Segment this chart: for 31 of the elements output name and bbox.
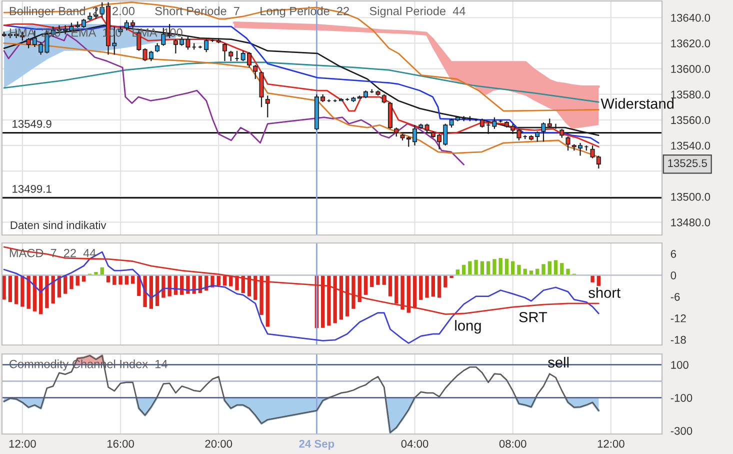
y-tick-label: -18	[670, 336, 686, 344]
y-tick-label: 13620.0	[671, 39, 710, 48]
y-tick-label: 6	[670, 250, 676, 258]
x-tick-label: 12:00	[598, 440, 624, 448]
y-tick-label: 13500.0	[671, 192, 710, 201]
y-tick-label: 13480.0	[671, 218, 710, 226]
y-tick-label: -100	[670, 394, 692, 402]
annotation: short	[588, 287, 620, 298]
annotation: SRT	[519, 312, 548, 322]
annotation: Widerstand	[600, 98, 674, 109]
x-tick-label: 16:00	[107, 440, 134, 448]
x-tick-label: 08:00	[499, 440, 526, 448]
annotation: Daten sind indikativ	[10, 220, 106, 230]
x-tick-label: 04:00	[401, 440, 428, 448]
y-tick-label: 100	[671, 360, 688, 369]
y-tick-label: 13580.0	[671, 90, 710, 98]
x-tick-label: 24 Sep	[299, 440, 334, 450]
y-tick-label: -6	[670, 292, 680, 301]
annotation: long	[455, 320, 481, 334]
y-tick-label: 13540.0	[671, 142, 710, 150]
y-tick-label: 13640.0	[671, 14, 710, 22]
x-tick-label: 20:00	[205, 440, 232, 448]
text: 13525.5	[668, 159, 707, 168]
y-tick-label: -300	[670, 426, 692, 435]
y-tick-label: 13560.0	[671, 116, 710, 124]
y-tick-label: 0	[670, 271, 676, 280]
ref-line-label: 13499.1	[12, 184, 52, 193]
y-tick-label: 13600.0	[671, 65, 710, 73]
ref-line-label: 13549.9	[12, 120, 52, 128]
x-tick-label: 12:00	[9, 440, 36, 448]
y-tick-label: -12	[670, 314, 686, 322]
